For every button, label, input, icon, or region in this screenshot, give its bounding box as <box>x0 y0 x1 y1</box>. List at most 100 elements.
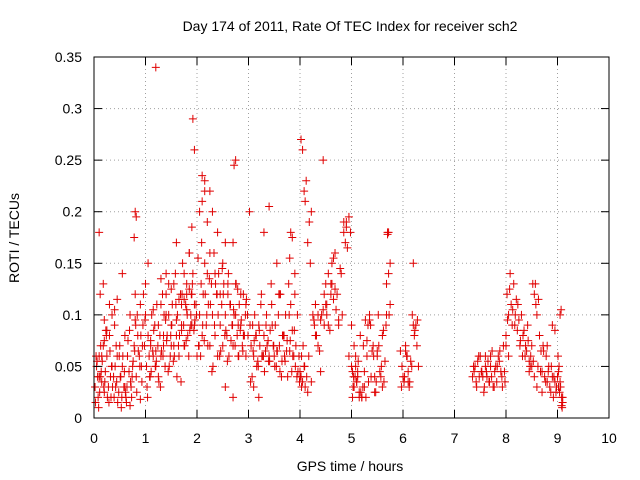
data-point <box>146 336 155 345</box>
data-point <box>280 331 289 340</box>
data-point <box>514 316 523 325</box>
data-point <box>356 331 365 340</box>
y-tick-label: 0.35 <box>55 49 82 65</box>
data-point <box>128 362 137 371</box>
data-point <box>507 300 516 309</box>
data-point <box>293 310 302 319</box>
data-point <box>259 228 268 237</box>
data-point <box>488 346 497 355</box>
data-point <box>251 331 260 340</box>
data-points <box>91 63 567 412</box>
data-point <box>106 372 115 381</box>
data-point <box>132 212 141 221</box>
data-point <box>262 321 271 330</box>
data-point <box>301 383 310 392</box>
data-point <box>290 269 299 278</box>
data-point <box>291 362 300 371</box>
data-point <box>366 321 375 330</box>
data-point <box>96 290 105 299</box>
data-point <box>115 352 124 361</box>
data-point <box>182 290 191 299</box>
x-tick-label: 10 <box>601 430 617 446</box>
data-point <box>480 383 489 392</box>
y-tick-label: 0 <box>74 410 82 426</box>
data-point <box>490 383 499 392</box>
data-point <box>351 352 360 361</box>
data-point <box>288 233 297 242</box>
data-point <box>504 310 513 319</box>
data-point <box>144 331 153 340</box>
data-point <box>405 383 414 392</box>
data-point <box>120 331 129 340</box>
data-point <box>259 331 268 340</box>
data-point <box>147 367 156 376</box>
data-point <box>327 259 336 268</box>
data-point <box>110 305 119 314</box>
data-point <box>162 290 171 299</box>
data-point <box>180 295 189 304</box>
data-point <box>319 305 328 314</box>
data-point <box>343 243 352 252</box>
data-point <box>282 346 291 355</box>
x-tick-label: 9 <box>554 430 562 446</box>
data-point <box>497 372 506 381</box>
data-point <box>125 326 134 335</box>
data-point <box>254 393 263 402</box>
data-point <box>205 248 214 257</box>
data-point <box>404 377 413 386</box>
chart-title: Day 174 of 2011, Rate Of TEC Index for r… <box>183 18 518 34</box>
data-point <box>241 310 250 319</box>
data-point <box>164 310 173 319</box>
data-point <box>246 377 255 386</box>
data-point <box>231 341 240 350</box>
data-point <box>118 362 127 371</box>
data-point <box>298 145 307 154</box>
data-point <box>383 230 392 239</box>
data-point <box>195 310 204 319</box>
data-point <box>104 398 113 407</box>
data-point <box>469 362 478 371</box>
data-point <box>221 238 230 247</box>
data-point <box>197 279 206 288</box>
data-point <box>159 331 168 340</box>
data-point <box>510 321 519 330</box>
data-point <box>238 341 247 350</box>
data-point <box>380 357 389 366</box>
data-point <box>126 310 135 319</box>
data-point <box>556 383 565 392</box>
data-point <box>300 362 309 371</box>
data-point <box>500 367 509 376</box>
data-point <box>316 316 325 325</box>
data-point <box>297 135 306 144</box>
data-point <box>229 393 238 402</box>
data-point <box>539 346 548 355</box>
data-point <box>410 326 419 335</box>
data-point <box>239 331 248 340</box>
data-point <box>472 383 481 392</box>
data-point <box>246 321 255 330</box>
data-point <box>557 305 566 314</box>
data-point <box>184 352 193 361</box>
data-point <box>198 331 207 340</box>
data-point <box>185 285 194 294</box>
data-point <box>270 352 279 361</box>
data-point <box>127 393 136 402</box>
data-point <box>320 290 329 299</box>
data-point <box>96 341 105 350</box>
data-point <box>256 300 265 309</box>
data-point <box>304 352 313 361</box>
data-point <box>117 403 126 412</box>
data-point <box>153 341 162 350</box>
data-point <box>352 377 361 386</box>
data-point <box>545 383 554 392</box>
data-point <box>236 290 245 299</box>
data-point <box>208 362 217 371</box>
data-point <box>401 346 410 355</box>
data-point <box>195 207 204 216</box>
data-point <box>173 310 182 319</box>
data-point <box>554 367 563 376</box>
data-point <box>144 259 153 268</box>
data-point <box>237 316 246 325</box>
data-point <box>205 187 214 196</box>
data-point <box>301 197 310 206</box>
